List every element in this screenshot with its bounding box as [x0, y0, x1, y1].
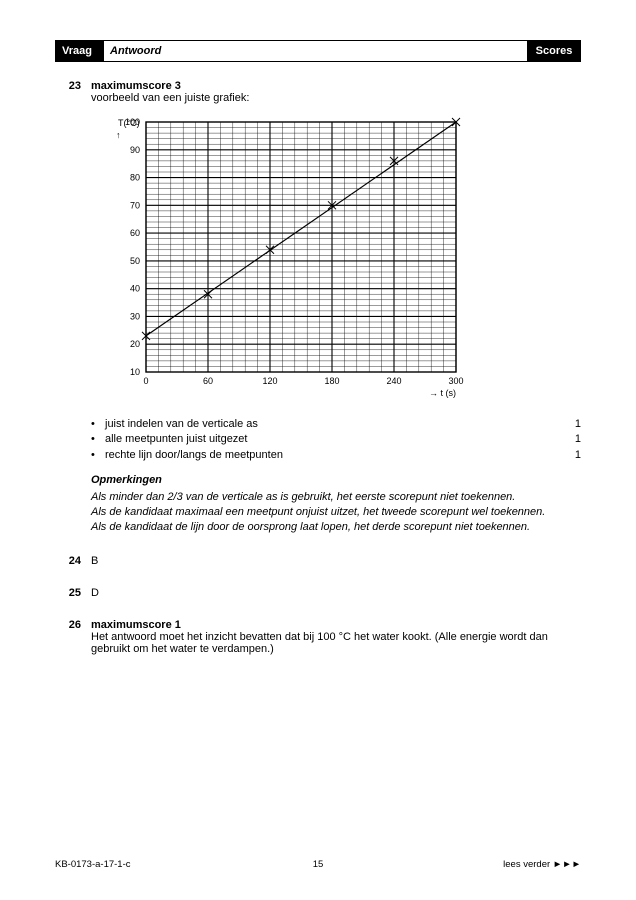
svg-text:10: 10 — [130, 367, 140, 377]
rubric-score: 1 — [561, 432, 581, 447]
q25-number: 25 — [55, 587, 91, 599]
svg-text:180: 180 — [324, 376, 339, 386]
q23-remarks: Opmerkingen Als minder dan 2/3 van de ve… — [91, 473, 581, 534]
remark-line: Als de kandidaat de lijn door de oorspro… — [91, 520, 581, 535]
svg-text:50: 50 — [130, 256, 140, 266]
footer-center: 15 — [313, 859, 324, 870]
svg-text:60: 60 — [203, 376, 213, 386]
q23-maxscore: maximumscore 3 — [91, 80, 581, 92]
svg-text:300: 300 — [448, 376, 463, 386]
rubric-bullet: • — [91, 432, 105, 447]
rubric-text: juist indelen van de verticale as — [105, 417, 561, 432]
svg-text:↑: ↑ — [116, 130, 121, 140]
q26-maxscore: maximumscore 1 — [91, 619, 581, 631]
svg-text:70: 70 — [130, 200, 140, 210]
q23-rubric: •juist indelen van de verticale as1•alle… — [91, 417, 581, 463]
question-24: 24 B — [55, 555, 581, 567]
rubric-bullet: • — [91, 448, 105, 463]
footer-left: KB-0173-a-17-1-c — [55, 859, 131, 870]
svg-text:0: 0 — [143, 376, 148, 386]
rubric-text: rechte lijn door/langs de meetpunten — [105, 448, 561, 463]
rubric-text: alle meetpunten juist uitgezet — [105, 432, 561, 447]
svg-text:30: 30 — [130, 311, 140, 321]
svg-text:40: 40 — [130, 284, 140, 294]
q24-number: 24 — [55, 555, 91, 567]
q26-text: Het antwoord moet het inzicht bevatten d… — [91, 631, 581, 655]
q23-number: 23 — [55, 80, 91, 535]
header-col-antwoord: Antwoord — [104, 41, 528, 61]
rubric-row: •alle meetpunten juist uitgezet1 — [91, 432, 581, 447]
svg-text:240: 240 — [386, 376, 401, 386]
header-col-vraag: Vraag — [56, 41, 104, 61]
chart-svg: 060120180240300102030405060708090100T(°C… — [91, 112, 471, 402]
q23-chart: 060120180240300102030405060708090100T(°C… — [91, 112, 581, 405]
header-bar: Vraag Antwoord Scores — [55, 40, 581, 62]
rubric-row: •juist indelen van de verticale as1 — [91, 417, 581, 432]
footer-right: lees verder ►►► — [503, 859, 581, 870]
q24-answer: B — [91, 555, 98, 567]
svg-text:20: 20 — [130, 339, 140, 349]
remark-line: Als de kandidaat maximaal een meetpunt o… — [91, 505, 581, 520]
question-25: 25 D — [55, 587, 581, 599]
header-col-scores: Scores — [528, 41, 580, 61]
rubric-list: •juist indelen van de verticale as1•alle… — [91, 417, 581, 463]
svg-text:60: 60 — [130, 228, 140, 238]
remarks-body: Als minder dan 2/3 van de verticale as i… — [91, 490, 581, 535]
svg-text:→ t (s): → t (s) — [429, 388, 456, 398]
svg-text:90: 90 — [130, 145, 140, 155]
remark-line: Als minder dan 2/3 van de verticale as i… — [91, 490, 581, 505]
svg-text:T(°C): T(°C) — [118, 118, 140, 128]
rubric-score: 1 — [561, 417, 581, 432]
q26-number: 26 — [55, 619, 91, 655]
remarks-title: Opmerkingen — [91, 473, 581, 488]
question-26: 26 maximumscore 1 Het antwoord moet het … — [55, 619, 581, 655]
svg-text:80: 80 — [130, 173, 140, 183]
q25-answer: D — [91, 587, 99, 599]
question-23: 23 maximumscore 3 voorbeeld van een juis… — [55, 80, 581, 535]
rubric-bullet: • — [91, 417, 105, 432]
q23-subtitle: voorbeeld van een juiste grafiek: — [91, 92, 581, 104]
rubric-score: 1 — [561, 448, 581, 463]
svg-text:120: 120 — [262, 376, 277, 386]
page-footer: KB-0173-a-17-1-c 15 lees verder ►►► — [55, 859, 581, 870]
rubric-row: •rechte lijn door/langs de meetpunten1 — [91, 448, 581, 463]
